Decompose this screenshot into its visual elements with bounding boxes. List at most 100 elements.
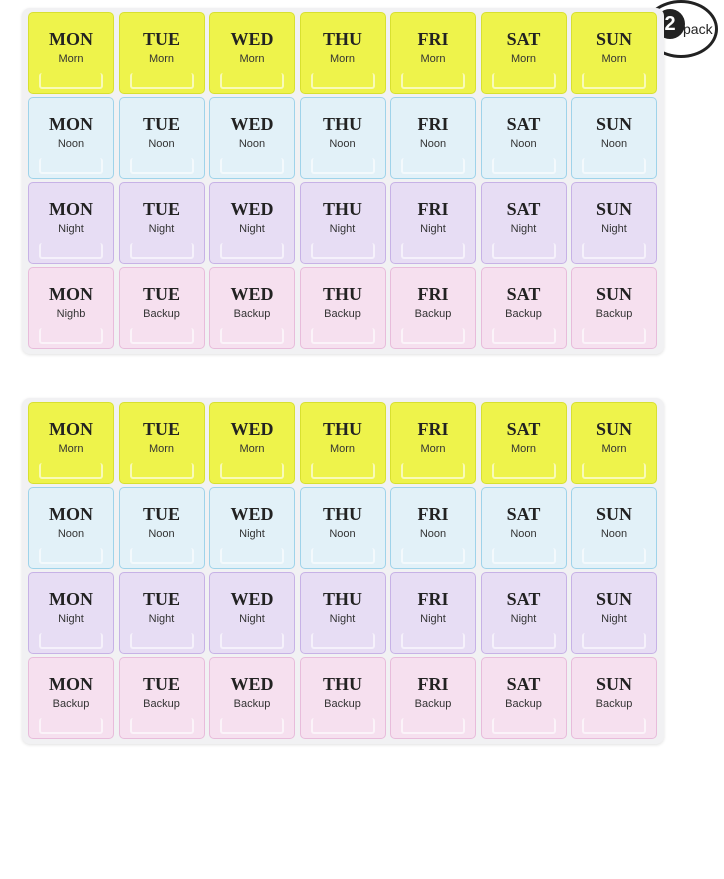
day-label: THU xyxy=(322,29,362,49)
day-label: FRI xyxy=(417,199,449,219)
slot-label: Night xyxy=(510,613,537,625)
day-label: WED xyxy=(230,114,274,134)
day-label: SAT xyxy=(506,29,541,49)
compartment: SAT Noon xyxy=(480,487,567,569)
compartment: SUN Night xyxy=(571,572,657,654)
day-label: TUE xyxy=(142,419,180,439)
slot-label: Morn xyxy=(329,443,356,455)
day-label: THU xyxy=(322,284,362,304)
day-label: FRI xyxy=(417,674,449,694)
slot-label: Morn xyxy=(239,53,265,65)
slot-label: Night xyxy=(58,613,84,625)
compartment: THU Night xyxy=(299,572,386,654)
slot-label: Noon xyxy=(148,528,175,540)
day-label: SUN xyxy=(595,29,632,49)
compartment: MON Morn xyxy=(28,12,114,94)
day-label: FRI xyxy=(417,284,449,304)
day-label: FRI xyxy=(417,29,449,49)
day-label: SAT xyxy=(506,284,541,304)
compartment: MON Backup xyxy=(28,657,114,739)
day-label: SAT xyxy=(506,199,541,219)
day-label: SUN xyxy=(595,199,632,219)
compartment: WED Backup xyxy=(209,267,295,349)
compartment: SUN Morn xyxy=(571,12,657,94)
day-label: SAT xyxy=(506,589,541,609)
badge-text: pack xyxy=(683,21,713,37)
slot-label: Noon xyxy=(148,138,175,150)
compartment: SAT Morn xyxy=(480,12,567,94)
compartment: FRI Noon xyxy=(390,487,476,569)
slot-label: Night xyxy=(239,223,265,235)
slot-label: Noon xyxy=(600,138,628,150)
slot-label: Morn xyxy=(148,53,175,65)
day-label: MON xyxy=(49,29,93,49)
slot-label: Night xyxy=(601,223,627,235)
slot-label: Morn xyxy=(239,443,265,455)
day-label: THU xyxy=(322,504,362,524)
slot-label: Backup xyxy=(505,698,542,710)
day-label: TUE xyxy=(142,199,180,219)
compartment: TUE Noon xyxy=(118,97,205,179)
slot-label: Morn xyxy=(510,443,537,455)
day-label: SUN xyxy=(595,504,632,524)
slot-label: Night xyxy=(239,613,265,625)
day-label: WED xyxy=(230,419,274,439)
day-label: SAT xyxy=(506,114,541,134)
compartment: THU Noon xyxy=(299,97,386,179)
slot-label: Noon xyxy=(57,138,85,150)
day-label: SAT xyxy=(506,504,541,524)
day-label: FRI xyxy=(417,114,449,134)
slot-label: Night xyxy=(148,613,175,625)
slot-label: Night xyxy=(329,223,356,235)
slot-label: Backup xyxy=(233,308,271,320)
compartment: SUN Morn xyxy=(571,402,657,484)
compartment: THU Backup xyxy=(299,657,386,739)
compartment: TUE Noon xyxy=(118,487,205,569)
compartment: WED Backup xyxy=(209,657,295,739)
compartment: FRI Backup xyxy=(390,267,476,349)
compartment: MON Noon xyxy=(28,97,114,179)
day-label: MON xyxy=(49,284,93,304)
compartment: THU Morn xyxy=(299,402,386,484)
day-label: THU xyxy=(322,199,362,219)
slot-label: Noon xyxy=(329,138,356,150)
slot-label: Noon xyxy=(238,138,266,150)
compartment: SUN Backup xyxy=(571,657,657,739)
slot-label: Morn xyxy=(148,443,175,455)
day-label: MON xyxy=(49,114,93,134)
day-label: MON xyxy=(49,674,93,694)
day-label: FRI xyxy=(417,419,449,439)
slot-label: Backup xyxy=(233,698,271,710)
compartment: MON Night xyxy=(28,572,114,654)
slot-label: Noon xyxy=(510,138,537,150)
slot-label: Backup xyxy=(595,698,633,710)
compartment: THU Backup xyxy=(299,267,386,349)
slot-label: Morn xyxy=(58,53,84,65)
slot-label: Morn xyxy=(420,443,446,455)
compartment: SAT Backup xyxy=(480,267,567,349)
compartment: SAT Night xyxy=(480,572,567,654)
compartment: TUE Backup xyxy=(118,267,205,349)
day-label: FRI xyxy=(417,504,449,524)
compartment: SUN Night xyxy=(571,182,657,264)
day-label: SUN xyxy=(595,674,632,694)
slot-label: Backup xyxy=(414,698,452,710)
slot-label: Morn xyxy=(420,53,446,65)
slot-label: Morn xyxy=(601,53,627,65)
slot-label: Noon xyxy=(57,528,85,540)
compartment: TUE Night xyxy=(118,572,205,654)
day-label: WED xyxy=(230,589,274,609)
slot-label: Noon xyxy=(419,528,447,540)
day-label: WED xyxy=(230,674,274,694)
day-label: MON xyxy=(49,199,93,219)
day-label: SUN xyxy=(595,419,632,439)
compartment: TUE Backup xyxy=(118,657,205,739)
pill-tray: MON Morn TUE Morn WED Morn THU Morn FRI Morn SAT Mo… xyxy=(22,8,664,354)
compartment: WED Night xyxy=(209,487,295,569)
compartment: WED Morn xyxy=(209,12,295,94)
day-label: WED xyxy=(230,284,274,304)
compartment: SUN Noon xyxy=(571,487,657,569)
compartment: TUE Morn xyxy=(118,12,205,94)
day-label: WED xyxy=(230,504,274,524)
